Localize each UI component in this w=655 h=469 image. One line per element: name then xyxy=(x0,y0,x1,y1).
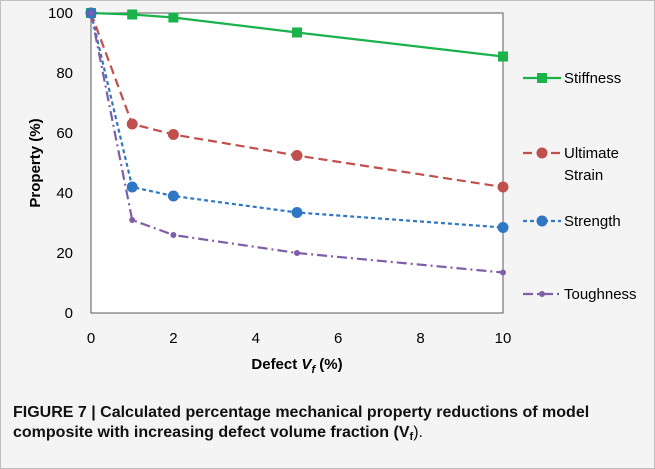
data-point xyxy=(291,207,303,218)
data-point xyxy=(292,27,302,38)
x-tick-label: 10 xyxy=(495,330,512,347)
x-tick-label: 4 xyxy=(252,330,260,347)
y-tick-label: 20 xyxy=(56,245,73,262)
y-tick-label: 60 xyxy=(56,125,73,142)
data-point xyxy=(500,269,506,276)
y-tick-label: 40 xyxy=(56,185,73,202)
data-point xyxy=(126,118,138,130)
legend-marker xyxy=(537,73,547,83)
data-point xyxy=(497,181,509,193)
x-tick-label: 2 xyxy=(169,330,177,347)
caption-subscript: f xyxy=(409,431,414,443)
legend-label: Toughness xyxy=(564,286,637,303)
data-point xyxy=(88,10,94,16)
chart-area: 0 20 40 60 80 100 0 2 4 6 8 10 Stiffness Ultimate St… xyxy=(27,5,637,376)
y-tick-label: 0 xyxy=(65,305,73,322)
legend-marker xyxy=(536,147,548,159)
data-point xyxy=(127,9,138,20)
x-tick-label: 6 xyxy=(334,330,342,347)
caption-tail: ). xyxy=(413,424,423,441)
y-axis-label: Property (%) xyxy=(27,118,44,207)
legend-label: Strength xyxy=(564,213,621,230)
data-point xyxy=(498,51,508,62)
data-point xyxy=(168,12,179,23)
data-point xyxy=(167,190,179,202)
legend-label: Stiffness xyxy=(564,70,621,87)
y-tick-label: 80 xyxy=(56,65,73,82)
legend-label: Ultimate Strain xyxy=(564,145,619,184)
data-point xyxy=(170,232,177,238)
legend-marker xyxy=(536,215,548,227)
x-tick-label: 8 xyxy=(416,330,424,347)
x-tick-label: 0 xyxy=(87,330,95,347)
y-tick-label: 100 xyxy=(48,5,73,22)
caption-text: FIGURE 7 | Calculated percentage mechani… xyxy=(13,404,590,441)
data-point xyxy=(129,217,136,223)
data-point xyxy=(291,150,303,161)
data-point xyxy=(497,222,509,233)
data-point xyxy=(294,250,300,256)
data-point xyxy=(126,181,138,193)
plot-area xyxy=(90,12,504,314)
data-point xyxy=(167,129,179,140)
legend-marker xyxy=(539,291,545,297)
figure-caption: FIGURE 7 | Calculated percentage mechani… xyxy=(13,403,643,447)
x-axis-label: Defect Vf (%) xyxy=(251,356,342,376)
